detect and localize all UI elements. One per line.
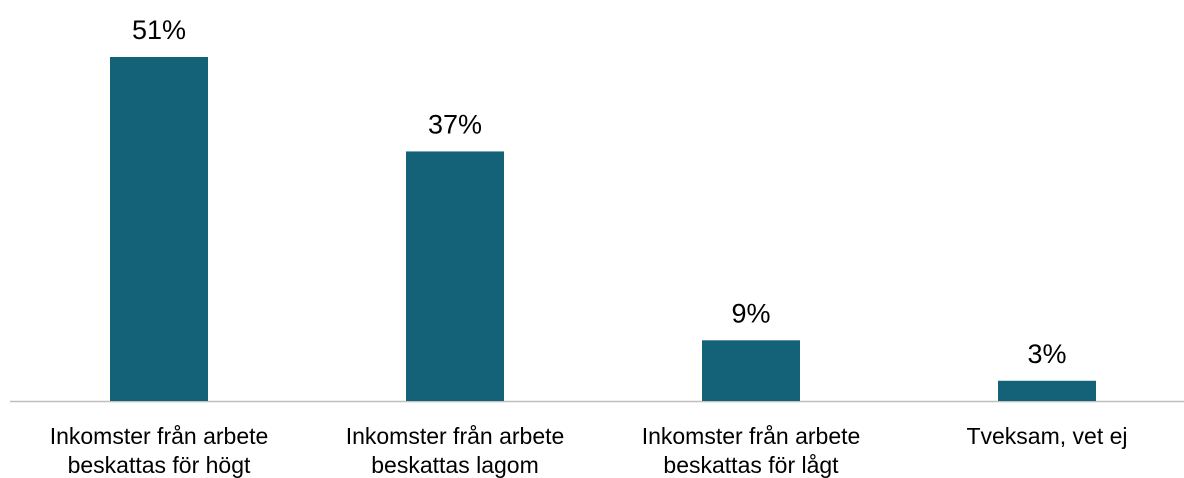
data-label: 51%	[132, 15, 186, 45]
data-label: 3%	[1027, 339, 1066, 369]
bar	[702, 340, 800, 401]
bar	[110, 57, 208, 401]
data-label: 9%	[731, 298, 770, 328]
data-label: 37%	[428, 109, 482, 139]
x-tick-label: Tveksam, vet ej	[966, 423, 1128, 449]
bar	[406, 151, 504, 401]
x-tick-label: Inkomster från arbete beskattas lagom	[345, 423, 565, 478]
bar	[998, 380, 1096, 401]
x-tick-label: Inkomster från arbete beskattas för lågt	[641, 423, 861, 478]
x-tick-label: Inkomster från arbete beskattas för högt	[49, 423, 269, 478]
